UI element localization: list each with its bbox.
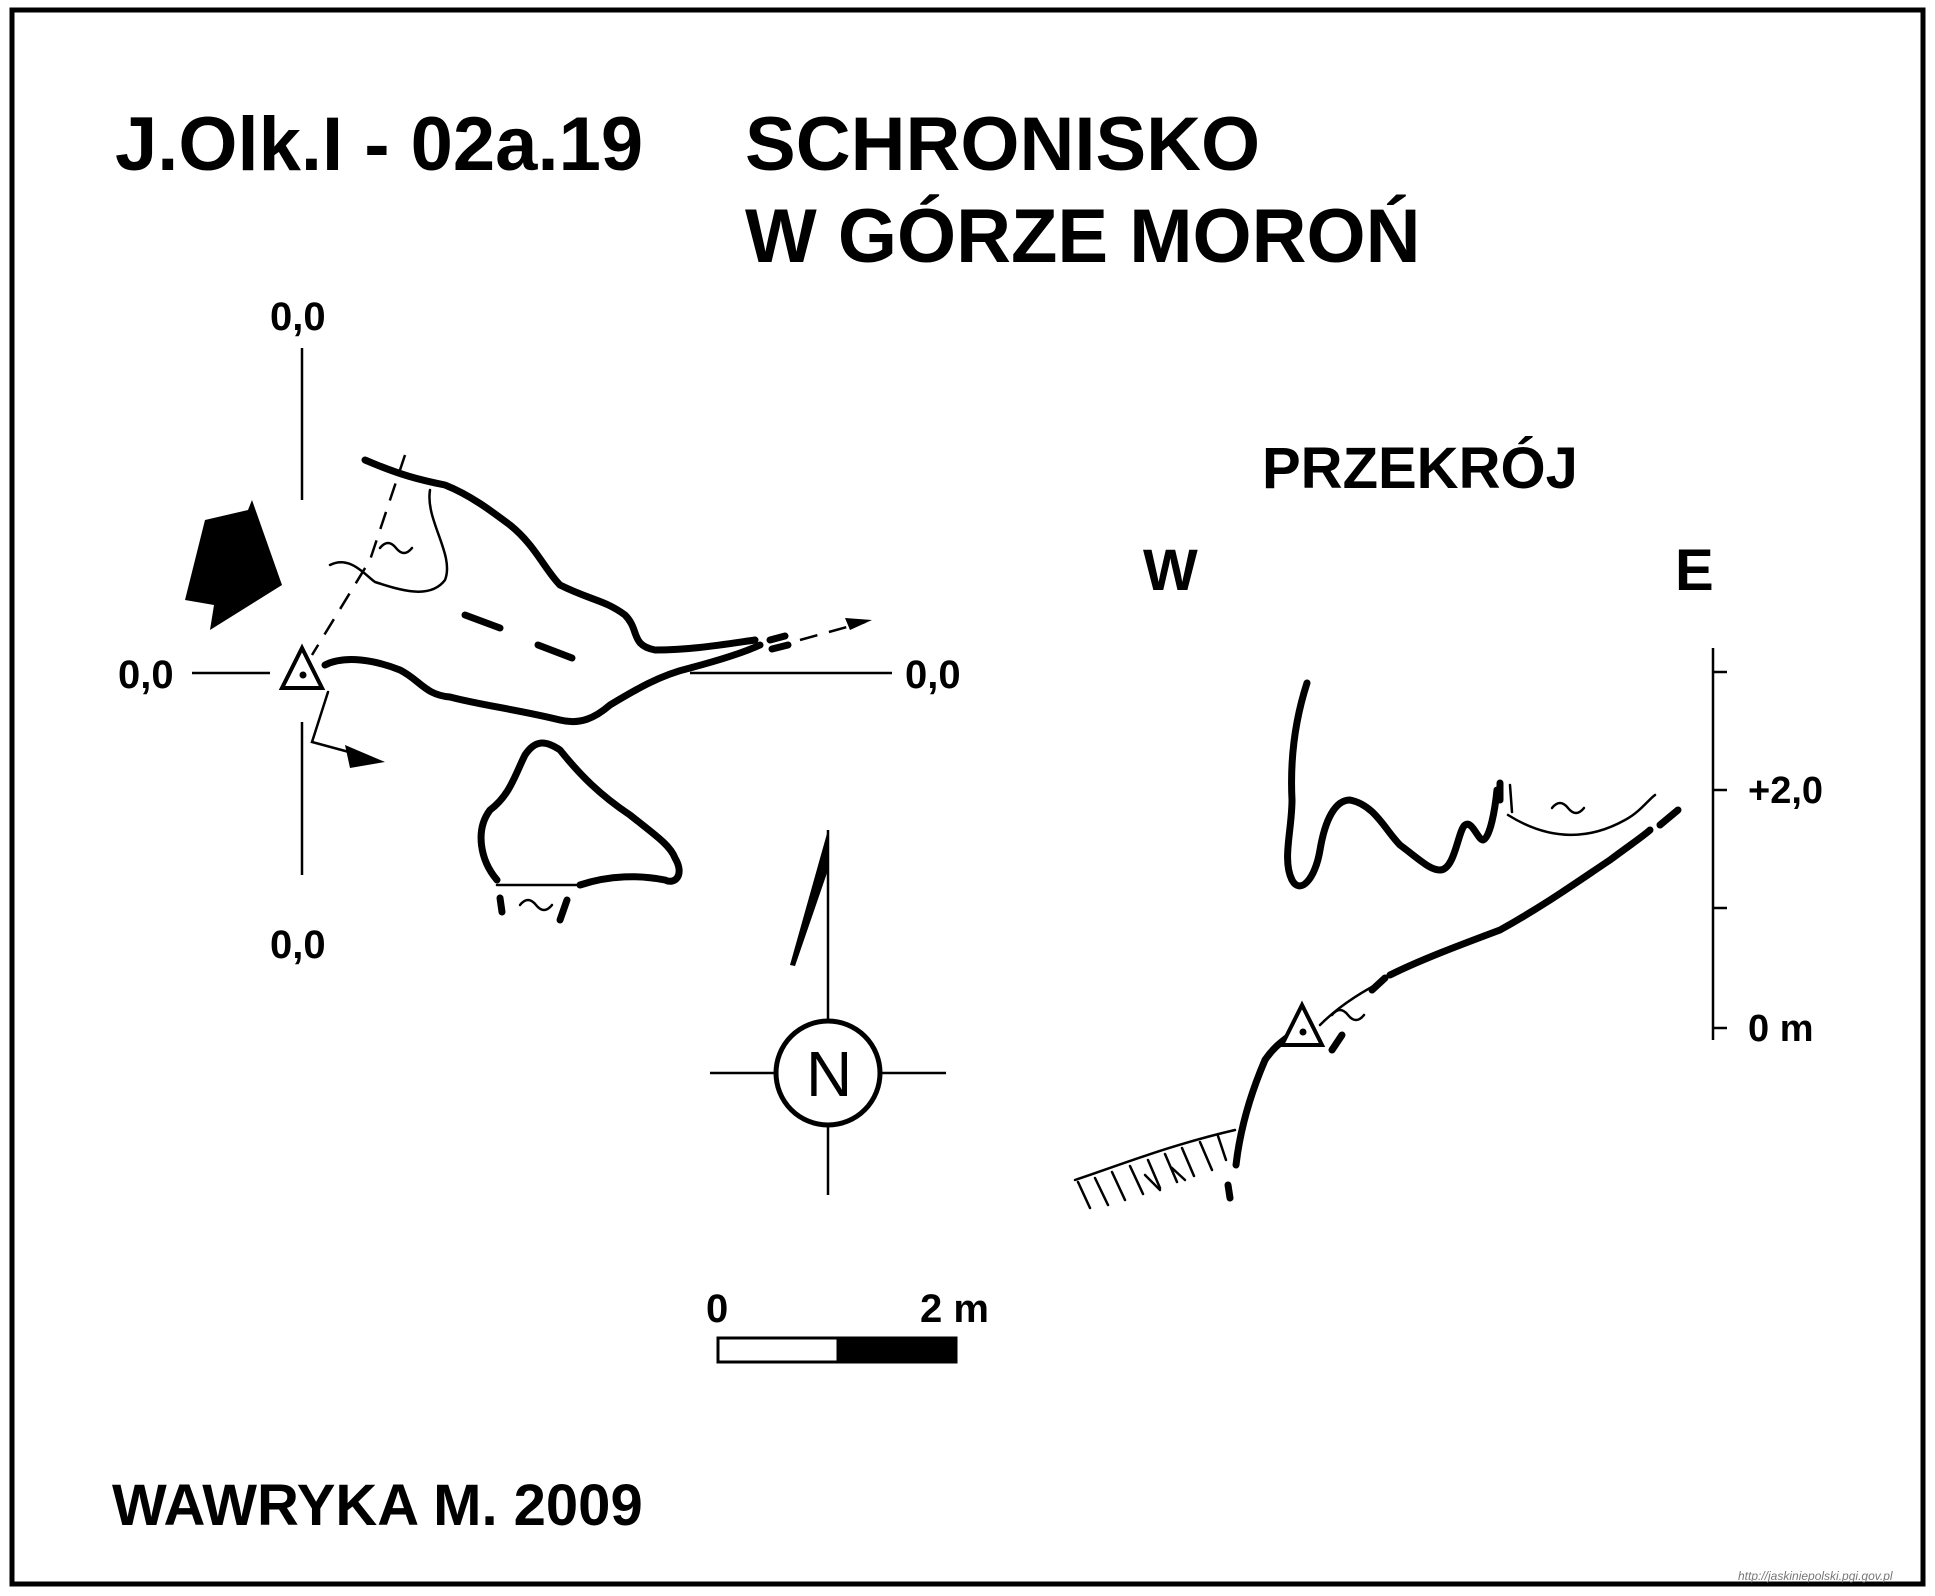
scale-label-start: 0 [706, 1287, 728, 1331]
lower-chamber-tilde-icon [518, 898, 554, 912]
passage-continues-arrow-icon [845, 618, 872, 630]
cave-name-line1: SCHRONISKO [745, 102, 1260, 187]
plan-lower-chamber-dash-2 [556, 896, 571, 924]
sheet-frame [9, 7, 1926, 1587]
plan-lower-wall [321, 641, 764, 726]
plan-lower-chamber-wall [477, 739, 683, 889]
section-floor-profile-upper [1386, 826, 1654, 979]
height-label-zero: 0 m [1748, 1008, 1813, 1050]
section-east-label: E [1675, 538, 1714, 603]
sediment-tilde-icon [378, 541, 414, 555]
compass-circle [773, 1018, 883, 1128]
secondary-passage-arrow-icon [345, 745, 385, 768]
survey-station-icon [278, 643, 326, 690]
plan-datum-right: 0,0 [905, 653, 961, 697]
plan-datum-top: 0,0 [270, 295, 326, 339]
drip-line [310, 454, 407, 656]
secondary-passage-line [310, 690, 362, 757]
section-sediment-upper [1506, 793, 1657, 837]
plan-sediment-boundary [328, 488, 449, 593]
section-ceiling-tick [1508, 783, 1514, 814]
section-title: PRZEKRÓJ [1262, 436, 1578, 501]
plan-view: 0,0 0,0 0,0 0,0 [118, 295, 961, 967]
section-west-label: W [1143, 538, 1198, 603]
north-compass: N [710, 830, 946, 1195]
section-sediment-tilde-lower-icon [1330, 1008, 1366, 1022]
plan-datum-bottom: 0,0 [270, 923, 326, 967]
height-label-upper: +2,0 [1748, 770, 1823, 812]
compass-north-label: N [806, 1038, 852, 1110]
scale-segment-white [716, 1336, 840, 1364]
section-floor-profile [1232, 1031, 1294, 1169]
author-credit: WAWRYKA M. 2009 [112, 1473, 643, 1538]
passage-continues-line [799, 620, 866, 642]
plan-upper-wall [361, 456, 759, 654]
section-survey-station-icon [1278, 1000, 1326, 1047]
ceiling-step-mark-2 [534, 641, 576, 662]
section-view: PRZEKRÓJ W E +2,0 0 m [1073, 436, 1823, 1210]
rock-hatching [1073, 1128, 1237, 1210]
cave-name-line2: W GÓRZE MOROŃ [745, 194, 1421, 279]
scale-label-end: 2 m [920, 1287, 989, 1331]
plan-lower-chamber-dash-1 [496, 894, 506, 916]
cave-code: J.Olk.I - 02a.19 [115, 102, 643, 187]
scale-segment-black [836, 1336, 958, 1364]
section-floor-dash-4 [1328, 1031, 1346, 1054]
plan-datum-left: 0,0 [118, 653, 174, 697]
ceiling-step-mark-1 [461, 611, 504, 632]
source-url: http://jaskiniepolski.pgi.gov.pl [1738, 1569, 1893, 1583]
compass-north-pointer-icon [790, 830, 828, 966]
plan-wall-end-dash-1 [766, 632, 789, 644]
section-sediment-lower [1318, 978, 1387, 1027]
section-floor-dash-2 [1224, 1181, 1234, 1202]
section-ceiling-profile [1284, 679, 1501, 890]
plan-wall-end-dash-2 [768, 641, 792, 653]
section-floor-dash-1 [1656, 806, 1682, 829]
entrance-arrow-icon [185, 500, 282, 630]
section-sediment-tilde-upper-icon [1550, 801, 1586, 815]
scale-bar: 0 2 m [706, 1287, 989, 1364]
